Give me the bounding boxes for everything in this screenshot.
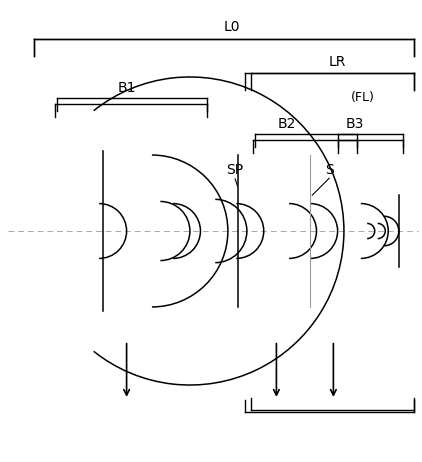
Text: LR: LR [329, 55, 346, 69]
Text: L0: L0 [224, 20, 241, 34]
Text: S: S [325, 163, 334, 177]
Text: SP: SP [226, 163, 243, 177]
Text: B3: B3 [345, 116, 364, 131]
Text: B1: B1 [117, 81, 136, 95]
Text: B2: B2 [278, 116, 296, 131]
Text: (FL): (FL) [351, 91, 375, 104]
